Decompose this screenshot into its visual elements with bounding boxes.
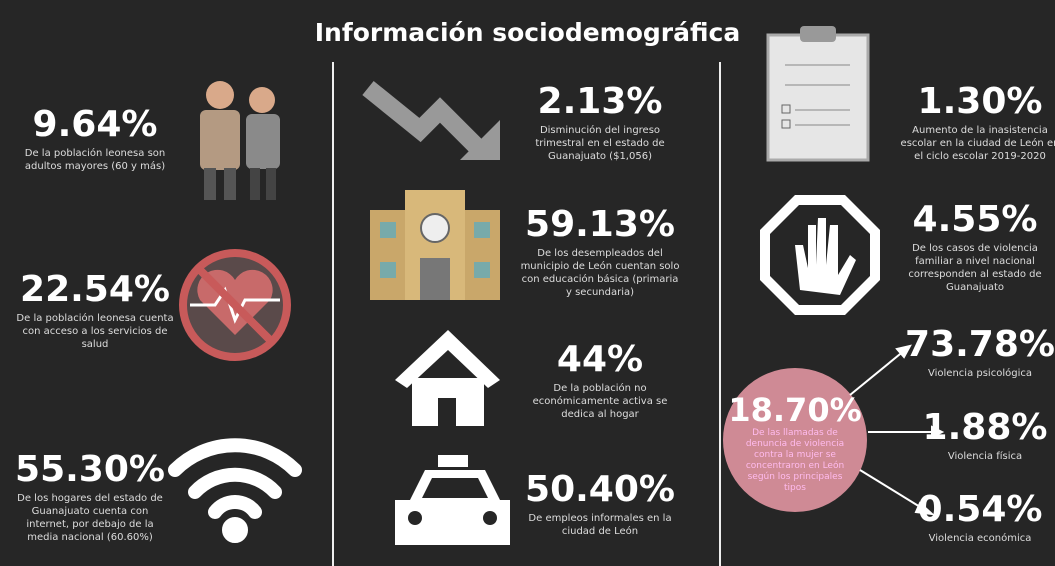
infographic: Información sociodemográfica 9.64%De la … [0,0,1055,566]
type-label: Violencia psicológica [905,367,1055,380]
wifi-icon [175,445,295,536]
stat-text: Disminución del ingreso trimestral en el… [520,124,680,163]
stat: 22.54%De la población leonesa cuenta con… [10,270,180,351]
breakdown-type: 73.78% Violencia psicológica [905,325,1055,380]
elderly-icon [200,81,280,200]
health-icon [183,253,287,357]
type-label: Violencia económica [910,532,1050,545]
stat-text: De la población no económicamente activa… [520,382,680,421]
breakdown-value: 18.70% [725,392,865,428]
type-value: 0.54% [910,490,1050,530]
type-label: Violencia física [915,450,1055,463]
stat-value: 22.54% [10,270,180,310]
decline-icon [368,88,500,160]
stat: 2.13%Disminución del ingreso trimestral … [520,82,680,163]
title: Información sociodemográfica [0,18,1055,47]
type-value: 73.78% [905,325,1055,365]
stat: 59.13%De los desempleados del municipio … [520,205,680,299]
stat-text: De la población leonesa cuenta con acces… [10,312,180,351]
house-icon [395,330,500,426]
stat-value: 4.55% [900,200,1050,240]
stat: 1.30%Aumento de la inasistencia escolar … [900,82,1055,163]
stat-value: 50.40% [520,470,680,510]
stat-text: De la población leonesa son adultos mayo… [10,147,180,173]
stat-value: 2.13% [520,82,680,122]
stat: 9.64%De la población leonesa son adultos… [10,105,180,173]
stat-value: 9.64% [10,105,180,145]
stat: 44%De la población no económicamente act… [520,340,680,421]
stat-text: De empleos informales en la ciudad de Le… [520,512,680,538]
breakdown-type: 1.88% Violencia física [915,408,1055,463]
stat-text: Aumento de la inasistencia escolar en la… [900,124,1055,163]
stat-value: 59.13% [520,205,680,245]
stat: 50.40%De empleos informales en la ciudad… [520,470,680,538]
stat-value: 55.30% [10,450,170,490]
building-icon [370,190,500,300]
stat-text: De los hogares del estado de Guanajuato … [10,492,170,544]
stop-icon [760,195,880,315]
taxi-icon [395,455,510,545]
breakdown-type: 0.54% Violencia económica [910,490,1050,545]
stat: 4.55%De los casos de violencia familiar … [900,200,1050,294]
breakdown-text: De las llamadas de denuncia de violencia… [725,428,865,494]
breakdown: 18.70% De las llamadas de denuncia de vi… [725,392,865,494]
stat: 55.30%De los hogares del estado de Guana… [10,450,170,544]
stat-text: De los desempleados del municipio de Leó… [520,247,680,299]
stat-value: 44% [520,340,680,380]
type-value: 1.88% [915,408,1055,448]
stat-value: 1.30% [900,82,1055,122]
stat-text: De los casos de violencia familiar a niv… [900,242,1050,294]
